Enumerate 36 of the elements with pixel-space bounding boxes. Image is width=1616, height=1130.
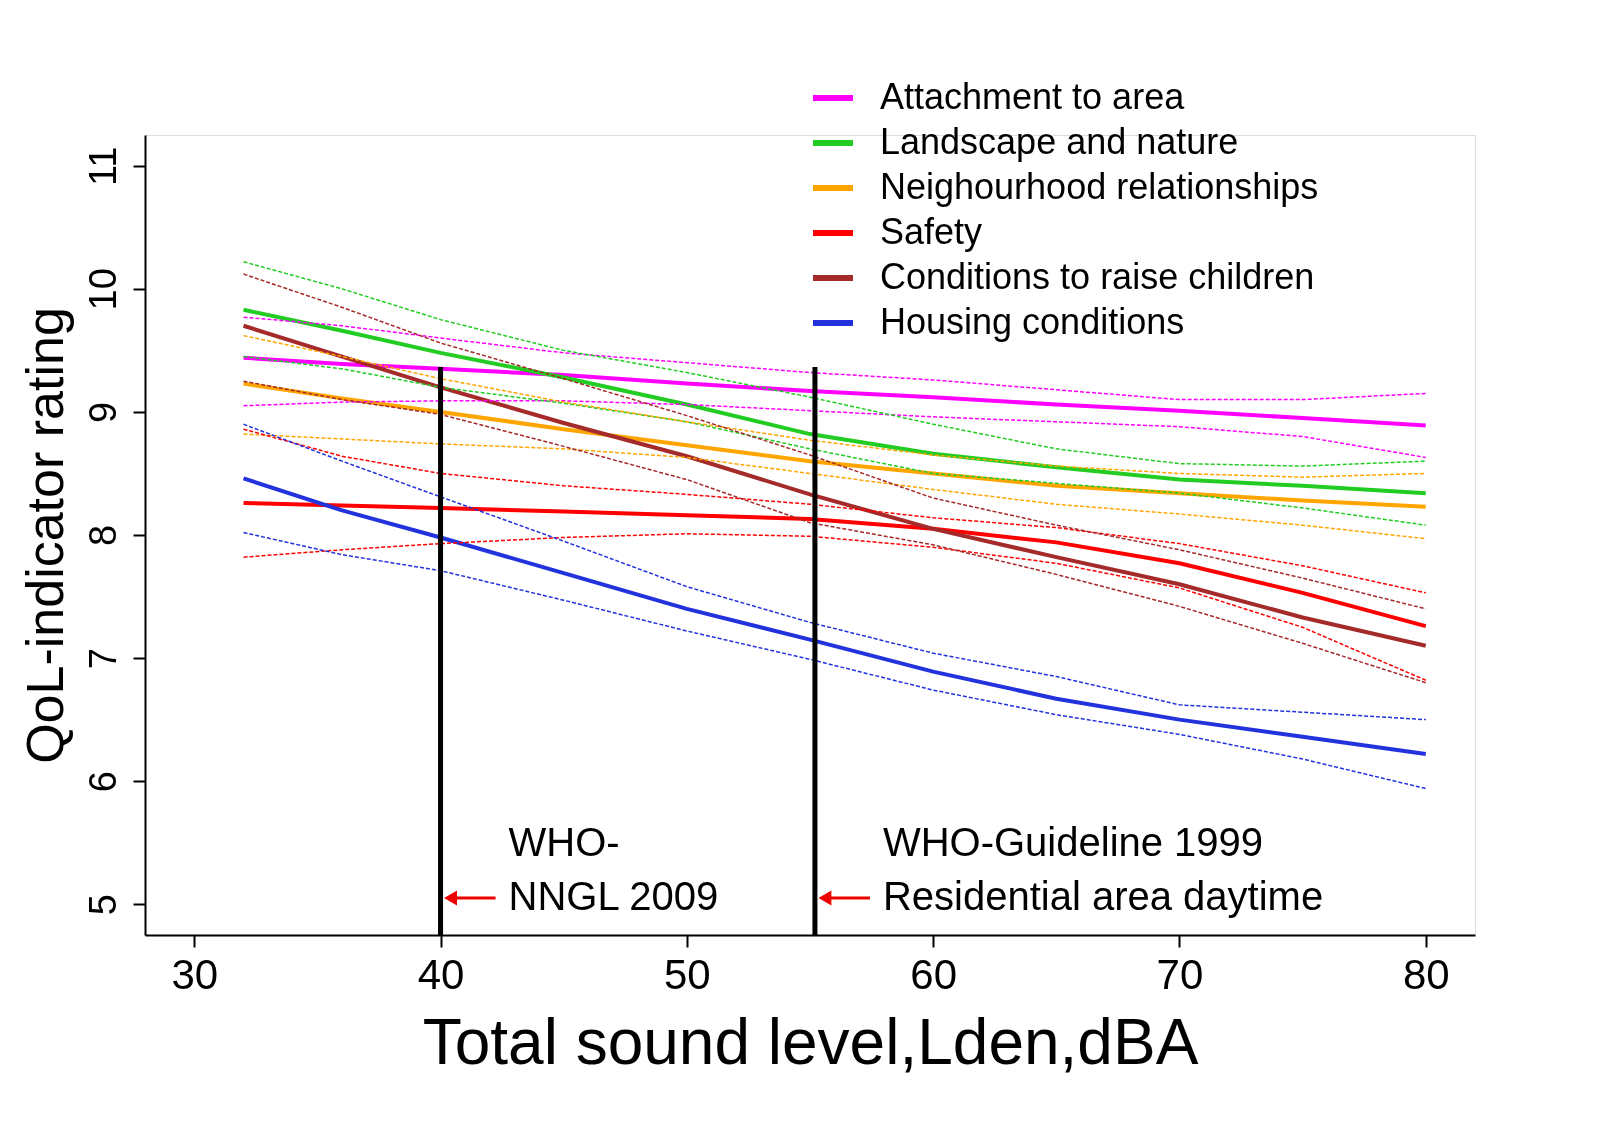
line-series	[242, 433, 1427, 540]
y-tick-label: 7	[81, 648, 124, 670]
x-tick-label: 40	[417, 950, 465, 998]
line-series	[241, 307, 1428, 496]
x-tick-label: 50	[663, 950, 711, 998]
legend-label: Attachment to area	[880, 76, 1186, 117]
y-tick-label: 6	[81, 771, 124, 793]
x-tick-label: 60	[910, 950, 958, 998]
ref-line-label: WHO-Guideline 1999 Residential area daytime	[882, 820, 1324, 918]
y-tick-label: 9	[81, 401, 124, 423]
y-tick-label: 10	[81, 268, 124, 311]
line-series	[242, 261, 1427, 467]
line-series	[242, 428, 1427, 594]
line-series	[241, 355, 1428, 428]
legend-label: Housing conditions	[880, 301, 1185, 342]
x-tick-label: 80	[1402, 950, 1450, 998]
y-tick-label: 8	[81, 524, 124, 547]
line-series	[242, 380, 1427, 684]
legend-label: Conditions to raise children	[880, 256, 1315, 297]
line-series	[242, 533, 1427, 681]
x-tick-label: 30	[171, 950, 219, 998]
legend-label: Safety	[880, 211, 983, 252]
line-series	[241, 476, 1428, 757]
ref-line-label: WHO- NNGL 2009	[508, 820, 719, 918]
line-series	[242, 400, 1427, 459]
line-series	[241, 501, 1428, 629]
line-series	[242, 531, 1427, 790]
line-series	[242, 423, 1427, 721]
legend-label: Neighourhood relationships	[880, 166, 1319, 207]
x-axis-title: Total sound level,Lden,dBA	[422, 1005, 1199, 1078]
x-tick-label: 70	[1156, 950, 1204, 998]
y-tick-label: 5	[81, 894, 124, 916]
y-axis-title: QoL-indicator rating	[15, 307, 74, 764]
y-tick-label: 11	[81, 146, 124, 186]
line-series	[242, 355, 1427, 526]
legend-label: Landscape and nature	[880, 121, 1239, 162]
